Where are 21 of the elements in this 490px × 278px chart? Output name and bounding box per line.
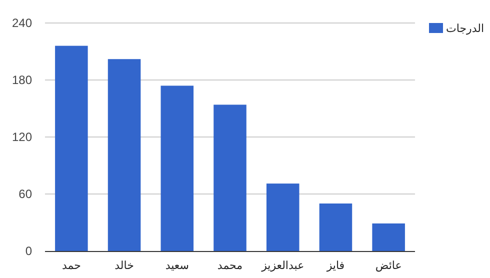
bar bbox=[214, 104, 246, 251]
x-tick-label: عائض bbox=[375, 260, 402, 272]
bar bbox=[319, 204, 352, 251]
y-tick-label: 180 bbox=[12, 73, 32, 87]
bar bbox=[266, 184, 300, 251]
x-tick-label: فايز bbox=[326, 260, 345, 272]
bar bbox=[55, 46, 88, 251]
x-tick-label: خالد bbox=[114, 260, 134, 272]
y-tick-label: 60 bbox=[18, 187, 32, 201]
bar bbox=[108, 59, 141, 251]
x-tick-label: سعيد bbox=[165, 260, 189, 272]
bar bbox=[160, 86, 194, 251]
bar bbox=[372, 223, 405, 251]
legend-label: الدرجات bbox=[446, 23, 484, 35]
y-tick-label: 120 bbox=[12, 130, 32, 144]
x-tick-label: حمد bbox=[62, 260, 81, 272]
legend: الدرجات bbox=[429, 23, 484, 35]
y-tick-label: 240 bbox=[12, 16, 32, 30]
y-tick-label: 0 bbox=[25, 244, 32, 258]
x-tick-label: محمد bbox=[217, 260, 243, 272]
x-tick-label: عبدالعزيز bbox=[260, 260, 304, 272]
